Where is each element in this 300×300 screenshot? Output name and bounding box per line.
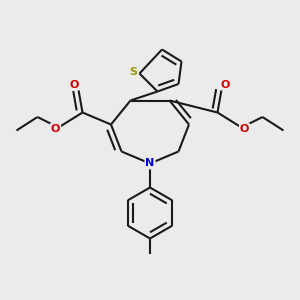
Text: N: N — [146, 158, 154, 169]
Text: O: O — [221, 80, 230, 90]
Text: O: O — [240, 124, 249, 134]
Text: S: S — [129, 67, 137, 77]
Text: O: O — [70, 80, 79, 90]
Text: O: O — [51, 124, 60, 134]
